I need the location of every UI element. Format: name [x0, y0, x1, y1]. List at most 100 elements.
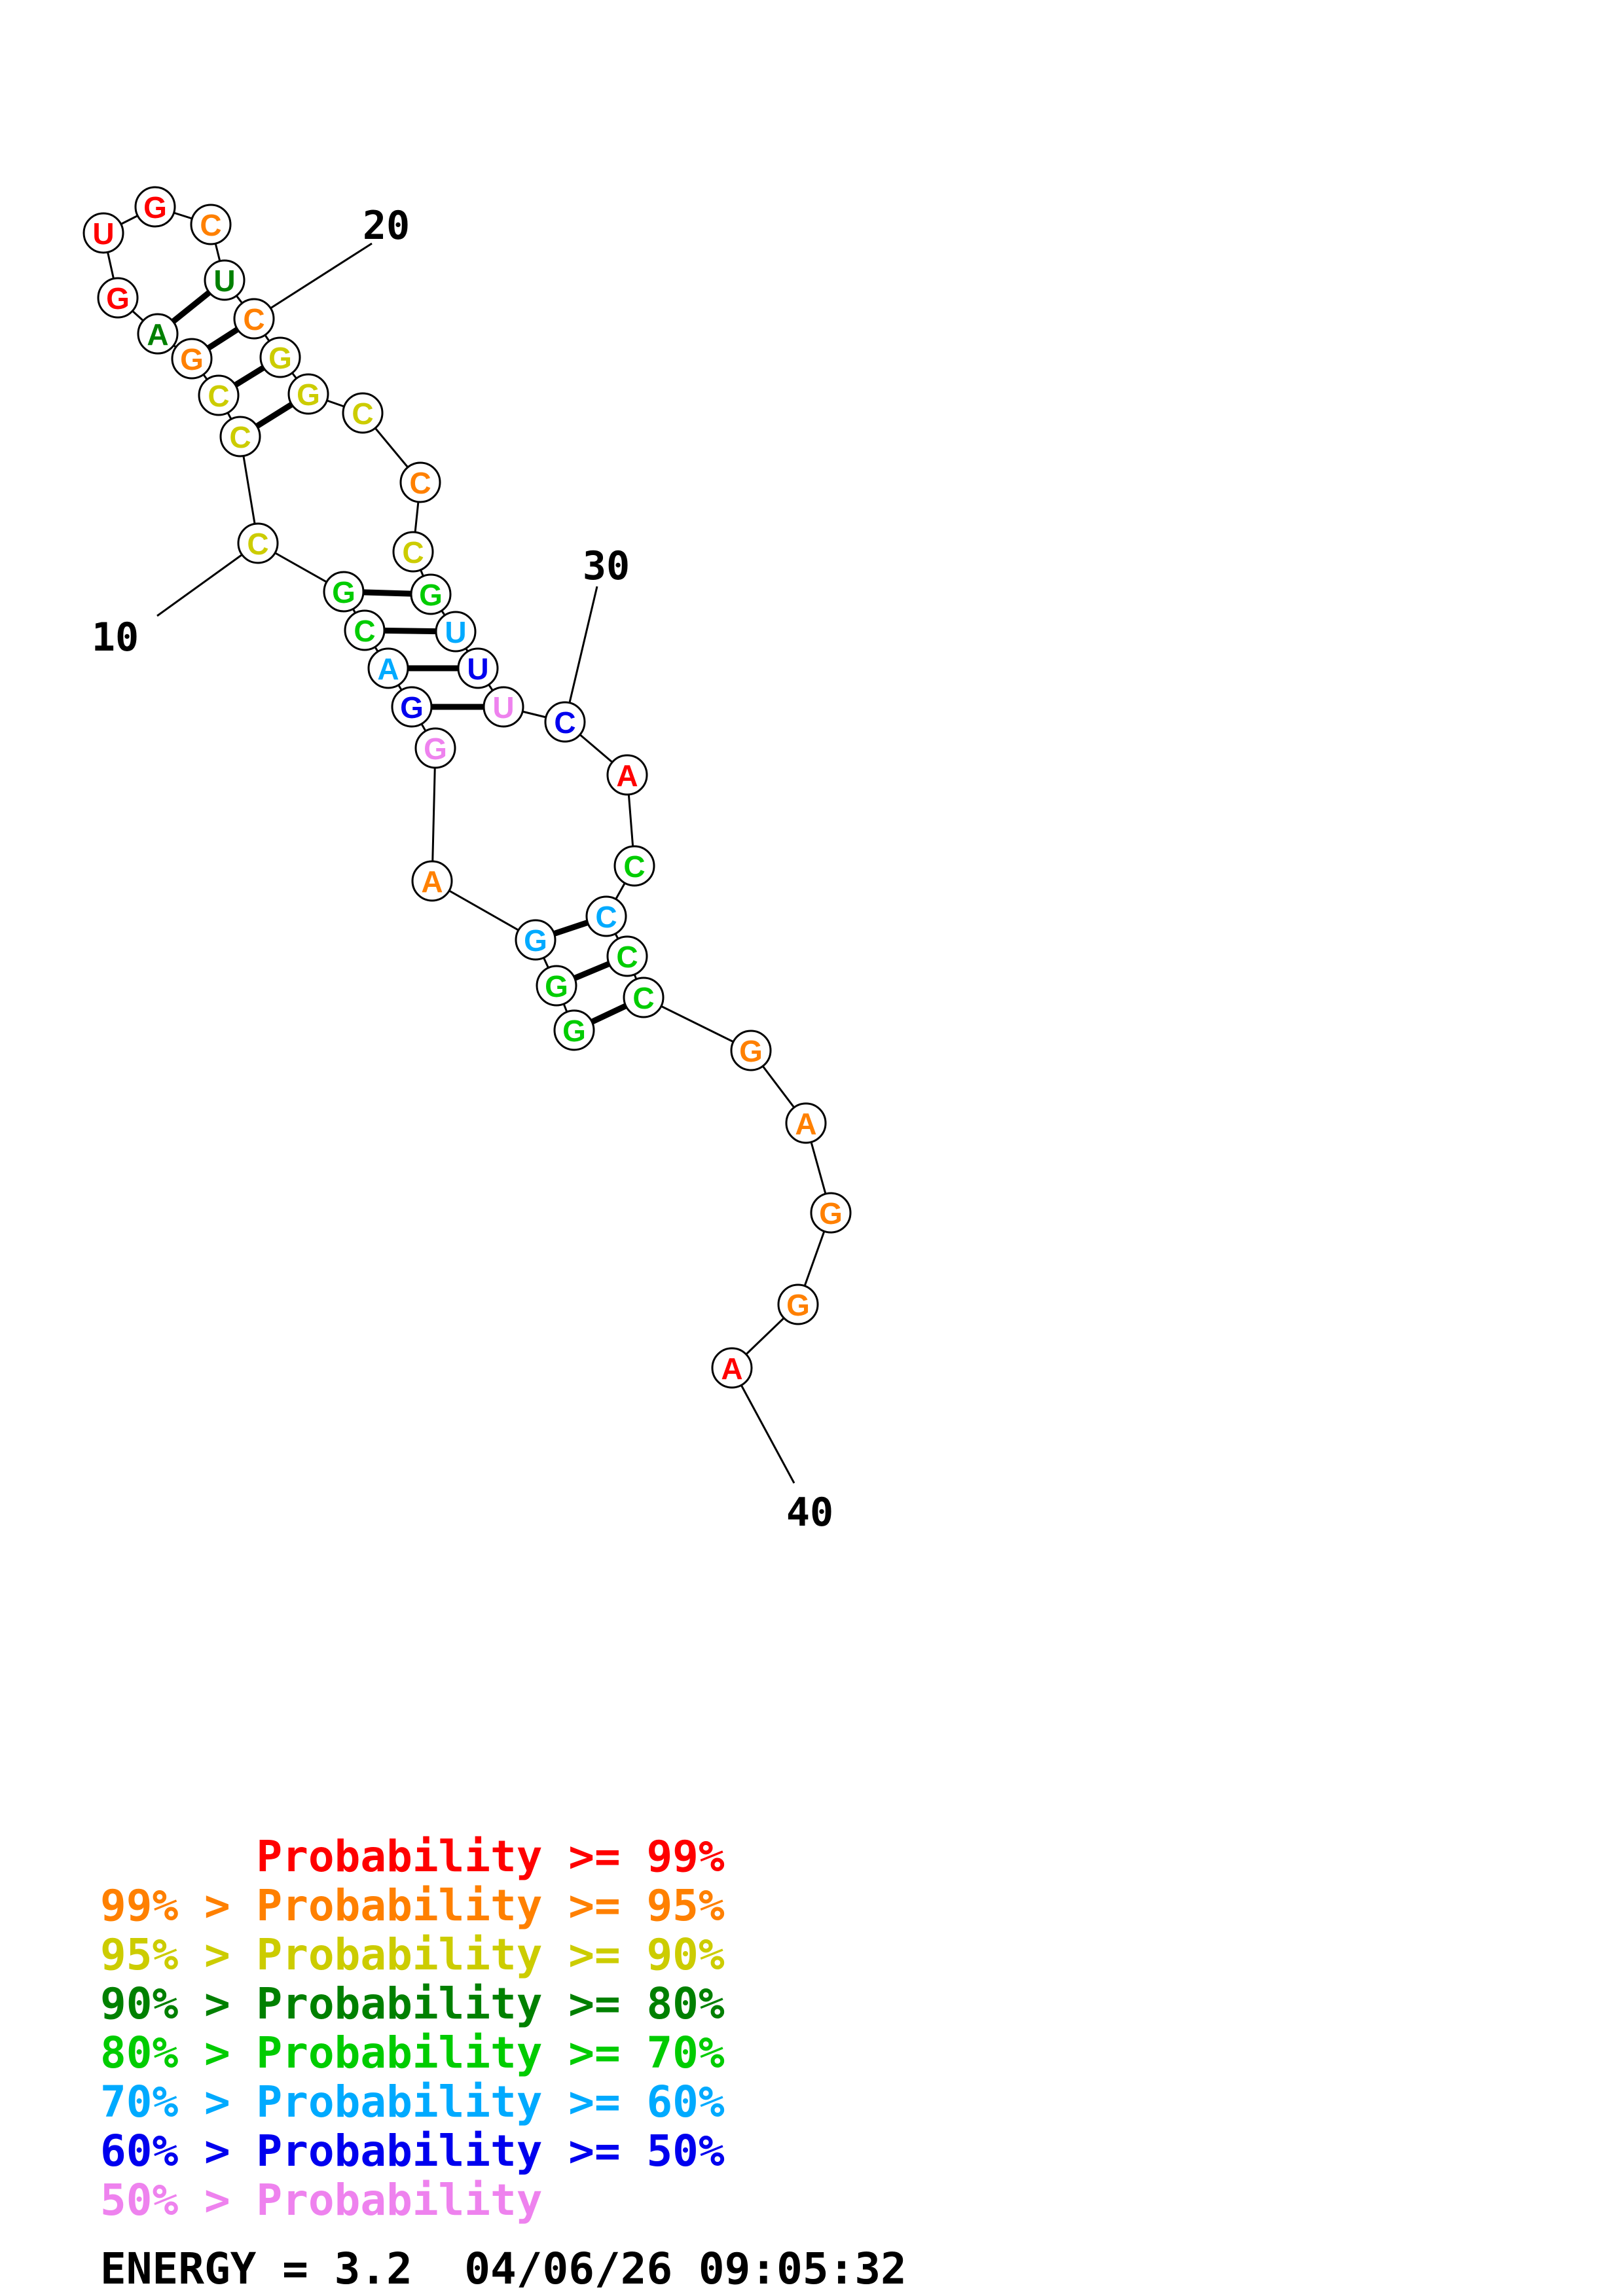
position-label: 10	[92, 615, 139, 660]
nucleotide-base: U	[92, 217, 114, 251]
nucleotide-1-G: G	[553, 1009, 595, 1051]
nucleotide-base: C	[354, 614, 375, 648]
nucleotide-base: C	[352, 397, 373, 431]
nucleotide-7-A: A	[367, 647, 409, 689]
nucleotide-circle	[411, 860, 453, 902]
nucleotide-base: G	[143, 190, 167, 224]
nucleotide-base: A	[616, 759, 638, 793]
nucleotide-base: U	[445, 615, 466, 649]
nucleotide-circle	[414, 727, 456, 769]
nucleotide-circle	[259, 336, 301, 378]
nucleotide-base: A	[721, 1352, 742, 1386]
nucleotide-circle	[134, 186, 176, 228]
nucleotide-circle	[435, 611, 477, 653]
nucleotide-circle	[606, 935, 648, 977]
nucleotide-8-C: C	[344, 609, 386, 651]
nucleotide-base: A	[795, 1107, 816, 1141]
nucleotide-33-C: C	[585, 895, 627, 937]
nucleotide-circle	[392, 531, 434, 573]
nucleotide-base: C	[402, 535, 424, 569]
nucleotide-base: U	[467, 652, 488, 686]
position-label: 20	[363, 203, 410, 249]
nucleotide-27-U: U	[435, 611, 477, 653]
nucleotide-base: A	[147, 317, 168, 351]
nucleotide-21-G: G	[259, 336, 301, 378]
nucleotide-circle	[711, 1347, 753, 1389]
nucleotide-28-U: U	[457, 647, 499, 689]
nucleotide-circle	[342, 392, 384, 434]
nucleotide-base: C	[243, 302, 264, 336]
nucleotide-2-G: G	[536, 965, 577, 1007]
nucleotide-37-A: A	[785, 1102, 827, 1144]
nucleotide-circle	[82, 212, 124, 254]
nucleotide-10-C: C	[237, 522, 279, 564]
nucleotide-base: G	[424, 732, 447, 766]
nucleotide-12-C: C	[198, 374, 240, 416]
legend-row: 90% > Probability >= 80%	[100, 1979, 725, 2029]
legend-row: 50% > Probability	[100, 2175, 543, 2225]
nucleotide-16-U: U	[82, 212, 124, 254]
nucleotide-base: G	[297, 378, 320, 412]
nucleotide-circle	[457, 647, 499, 689]
nucleotide-base: C	[632, 981, 654, 1015]
label-leader-line	[253, 242, 373, 320]
nucleotide-circle	[410, 573, 452, 615]
nucleotide-base: G	[419, 578, 443, 612]
nucleotide-circle	[323, 571, 365, 613]
nucleotide-26-G: G	[410, 573, 452, 615]
nucleotide-base: C	[247, 527, 268, 561]
nucleotide-30-C: C	[544, 701, 586, 743]
nucleotide-11-C: C	[219, 416, 261, 457]
legend-row: 70% > Probability >= 60%	[100, 2077, 725, 2127]
nucleotide-22-G: G	[287, 373, 329, 415]
nucleotide-circle	[399, 461, 441, 503]
nucleotide-base: C	[595, 900, 617, 934]
nucleotide-circle	[730, 1030, 772, 1071]
nucleotide-circle	[785, 1102, 827, 1144]
nucleotide-base: U	[213, 264, 235, 298]
nucleotide-18-C: C	[190, 204, 232, 245]
nucleotide-base: G	[562, 1014, 586, 1048]
nucleotide-5-G: G	[414, 727, 456, 769]
nucleotide-36-G: G	[730, 1030, 772, 1071]
nucleotide-20-C: C	[233, 298, 275, 340]
nucleotide-circle	[553, 1009, 595, 1051]
energy-text: ENERGY = 3.2 04/06/26 09:05:32	[100, 2244, 907, 2294]
nucleotide-25-C: C	[392, 531, 434, 573]
nucleotide-circle	[606, 754, 648, 796]
nucleotide-circle	[204, 259, 246, 301]
nucleotide-circle	[810, 1192, 852, 1234]
nucleotide-base: G	[400, 691, 424, 725]
label-leader-line	[731, 1367, 795, 1484]
nucleotide-15-G: G	[97, 277, 139, 319]
backbone-line	[431, 747, 437, 882]
nucleotide-circle	[536, 965, 577, 1007]
nucleotide-circle	[544, 701, 586, 743]
nucleotide-32-C: C	[613, 845, 655, 887]
legend-row: 60% > Probability >= 50%	[100, 2126, 725, 2176]
nucleotide-base: C	[229, 420, 251, 454]
nucleotide-40-A: A	[711, 1347, 753, 1389]
nucleotide-base: G	[332, 575, 356, 609]
nucleotide-circle	[367, 647, 409, 689]
nucleotide-circle	[777, 1283, 819, 1325]
nucleotide-base: G	[180, 342, 204, 376]
nucleotide-34-C: C	[606, 935, 648, 977]
label-leader-line	[156, 542, 259, 617]
nucleotide-circle	[585, 895, 627, 937]
nucleotide-base: G	[268, 341, 292, 375]
nucleotide-circle	[219, 416, 261, 457]
nucleotide-31-A: A	[606, 754, 648, 796]
nucleotide-circle	[623, 977, 665, 1018]
nucleotide-base: U	[492, 691, 514, 725]
nucleotide-6-G: G	[391, 686, 433, 728]
nucleotide-circle	[171, 338, 213, 380]
nucleotide-13-G: G	[171, 338, 213, 380]
nucleotide-base: C	[409, 466, 431, 500]
nucleotide-circle	[137, 313, 179, 355]
nucleotide-base: G	[819, 1196, 843, 1230]
nucleotide-circle	[287, 373, 329, 415]
nucleotide-17-G: G	[134, 186, 176, 228]
nucleotide-circle	[233, 298, 275, 340]
